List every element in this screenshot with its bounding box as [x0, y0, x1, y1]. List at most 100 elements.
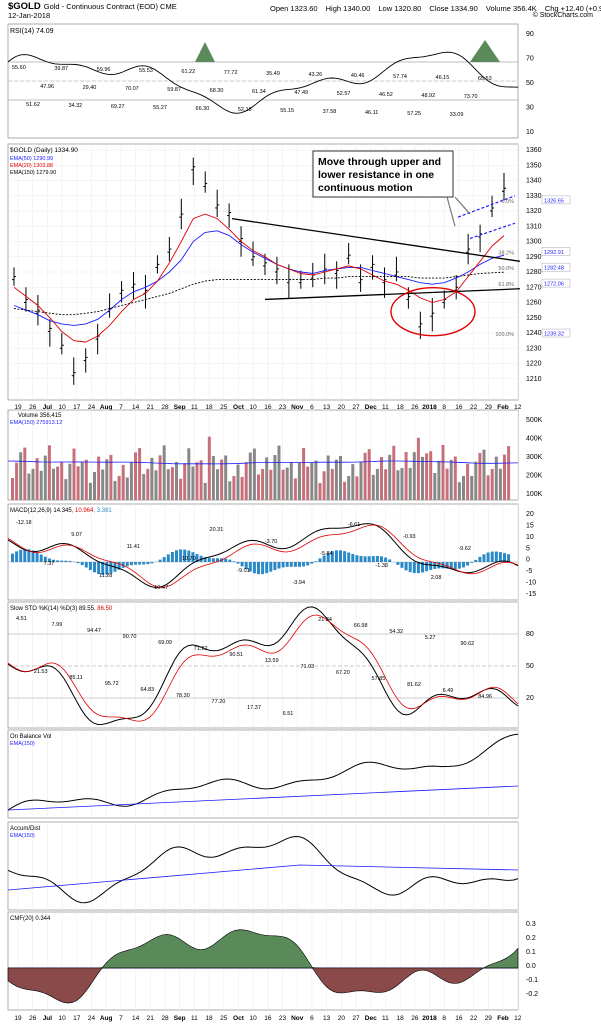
- volume-bar: [293, 478, 297, 500]
- macd-hist-bar: [474, 559, 478, 562]
- macd-hist-bar: [257, 562, 260, 575]
- rsi-axis-label: 70: [526, 56, 534, 63]
- macd-hist-bar: [503, 553, 506, 562]
- rsi-data-label: 43.26: [308, 72, 322, 78]
- macd-hist-bar: [244, 562, 248, 570]
- volume-bar: [449, 459, 453, 500]
- rsi-data-label: 35.49: [266, 71, 280, 77]
- x-axis-tick-label: 27: [352, 404, 360, 411]
- x-axis-tick-label: 19: [14, 1015, 22, 1022]
- macd-hist-bar: [351, 553, 355, 562]
- macd-hist-bar: [146, 562, 150, 565]
- sto-data-label: 64.83: [140, 687, 154, 693]
- x-axis-tick-label: 11: [191, 1015, 198, 1022]
- x-axis-tick-label: 16: [264, 404, 272, 411]
- volume-bar: [60, 461, 64, 500]
- macd-hist-bar: [39, 554, 43, 562]
- macd-hist-bar: [121, 562, 125, 568]
- x-axis-tick-label: Oct: [233, 404, 245, 411]
- volume-bar: [179, 478, 183, 500]
- x-axis-tick-label: Nov: [291, 404, 304, 411]
- cmf-axis-label: 0.3: [526, 921, 536, 928]
- rsi-data-label: 68.30: [210, 88, 224, 94]
- sto-data-label: 71.22: [194, 646, 208, 652]
- ad-legend-title: Accum/Dist: [10, 826, 41, 832]
- macd-hist-bar: [302, 562, 306, 567]
- volume-bar: [134, 452, 137, 500]
- volume-bar: [117, 475, 121, 500]
- macd-hist-bar: [195, 554, 199, 562]
- volume-bar: [84, 459, 88, 500]
- volume-bar: [207, 436, 211, 500]
- volume-bar: [396, 470, 400, 500]
- open-value: Open 1323.60: [270, 4, 318, 13]
- macd-data-label: -9.01: [237, 568, 250, 574]
- x-axis-tick-label: 27: [352, 1015, 360, 1022]
- macd-hist-bar: [47, 558, 51, 562]
- x-axis-tick-label: 19: [14, 404, 22, 411]
- macd-hist-bar: [310, 562, 314, 564]
- macd-legend: MACD(12,26,9) 14.345, 10.964, 3.381: [10, 508, 112, 514]
- volume-bar: [289, 461, 293, 500]
- volume-bar: [56, 466, 60, 500]
- cmf-axis-label: 0.0: [526, 963, 536, 970]
- price-axis-label: 1220: [526, 361, 542, 368]
- macd-hist-bar: [224, 558, 228, 562]
- volume-bar: [68, 463, 72, 500]
- volume-bar: [334, 459, 338, 500]
- x-axis-tick-label: 28: [161, 1015, 169, 1022]
- macd-data-label: 10.47: [154, 585, 168, 591]
- price-axis-label: 1340: [526, 178, 542, 185]
- macd-hist-bar: [388, 559, 392, 562]
- macd-hist-bar: [93, 562, 96, 573]
- sto-data-label: 4.51: [16, 616, 27, 622]
- rsi-axis-label: 90: [526, 31, 534, 38]
- volume-bar: [367, 449, 371, 500]
- macd-hist-bar: [187, 550, 191, 562]
- volume-bar: [343, 481, 347, 500]
- macd-hist-bar: [23, 549, 27, 562]
- volume-bar: [211, 456, 215, 500]
- volume-bar: [314, 460, 318, 500]
- macd-hist-bar: [339, 550, 342, 562]
- rsi-data-label: 61.34: [252, 89, 266, 95]
- x-axis-tick-label: 7: [119, 404, 123, 411]
- macd-axis-label: -5: [526, 568, 532, 575]
- volume-bar: [503, 454, 506, 500]
- volume-bar: [285, 467, 289, 500]
- fib-value-box: [541, 247, 571, 256]
- macd-data-label: 2.08: [431, 575, 442, 581]
- macd-hist-bar: [134, 562, 137, 565]
- x-axis-tick-label: 10: [58, 1015, 66, 1022]
- fib-value-box: [541, 195, 571, 205]
- macd-hist-bar: [64, 560, 68, 562]
- rsi-data-label: 51.62: [26, 102, 40, 108]
- rsi-data-label: 47.49: [294, 90, 308, 96]
- x-axis-tick-label: 11: [382, 1015, 389, 1022]
- rsi-legend: RSI(14) 74.09: [10, 28, 54, 35]
- x-axis-tick-label: 21: [147, 1015, 155, 1022]
- rsi-data-label: 29.40: [83, 85, 97, 91]
- macd-hist-bar: [359, 556, 363, 562]
- volume-bar: [474, 461, 478, 500]
- volume-bar: [302, 447, 306, 500]
- fib-value-box: [541, 262, 571, 272]
- lower-trendline: [264, 288, 521, 301]
- macd-hist-bar: [52, 559, 55, 562]
- macd-hist-bar: [421, 562, 424, 573]
- volume-bar: [105, 459, 109, 500]
- rsi-data-label: 59.96: [97, 67, 111, 73]
- macd-hist-bar: [318, 558, 322, 562]
- sto-data-label: 54.32: [389, 629, 403, 635]
- macd-hist-bar: [228, 559, 232, 562]
- price-axis-label: 1210: [526, 376, 542, 383]
- volume-bar: [445, 468, 449, 500]
- volume-axis-label: 300K: [526, 454, 543, 461]
- macd-hist-bar: [117, 562, 121, 570]
- legend-ema50: EMA(50) 1290.99: [10, 156, 53, 162]
- macd-hist-bar: [330, 551, 334, 562]
- sto-data-label: 13.59: [265, 658, 279, 664]
- macd-hist-bar: [281, 562, 285, 568]
- rsi-data-label: 46.52: [379, 92, 393, 98]
- volume-bar: [146, 468, 150, 500]
